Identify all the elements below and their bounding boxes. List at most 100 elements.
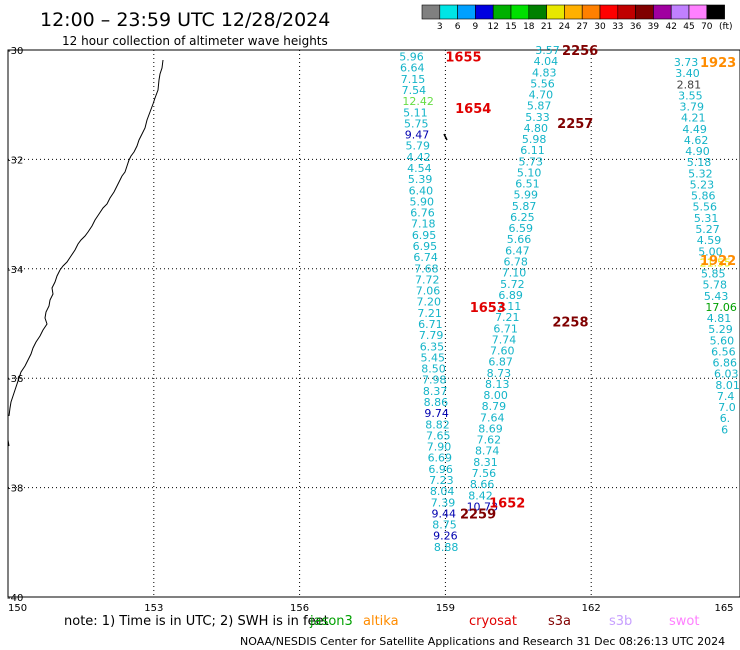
color-scale: 3 6 9 12 15 18 21 24 27 30 33 36 39 42 45 70 (ft)	[421, 4, 733, 32]
colorbar-swatch	[528, 4, 547, 20]
wave-height-value: 5.87	[512, 200, 536, 213]
satellite-s3a: s3a	[548, 614, 571, 629]
wave-height-value: 7.62	[477, 434, 502, 447]
colorbar-swatch	[670, 4, 690, 20]
colorbar-swatch	[617, 4, 636, 20]
wave-height-value: 7.98	[422, 374, 447, 387]
colorbar-label: 24	[559, 22, 571, 32]
lat-label: -38	[7, 484, 23, 495]
wave-height-value: 8.79	[482, 400, 507, 413]
colorbar-swatch	[653, 4, 672, 20]
wave-height-value: 6.95	[413, 240, 438, 253]
coastline	[8, 59, 164, 417]
wave-height-value: 6.59	[508, 222, 533, 235]
colorbar-swatch	[457, 4, 476, 20]
colorbar-label: 9	[473, 22, 479, 32]
wave-height-value: 5.66	[507, 233, 532, 246]
wave-height-value: 4.90	[685, 145, 710, 158]
colorbar-label: 12	[487, 22, 498, 32]
wave-height-value: 6.40	[409, 184, 434, 197]
credit-line: NOAA/NESDIS Center for Satellite Applica…	[240, 635, 725, 648]
wave-height-value: 7.72	[415, 273, 440, 286]
pass-time: 2256	[562, 44, 598, 59]
wave-height-value: 4.59	[697, 234, 722, 247]
wave-height-value: 4.70	[529, 89, 554, 102]
colorbar-label: 6	[455, 22, 461, 32]
wave-height-value: 9.74	[424, 407, 449, 420]
pass-time: 2259	[460, 507, 496, 522]
wave-height-tracks: 5.966.647.157.5412.425.115.759.475.794.4…	[399, 44, 740, 554]
wave-height-value: 5.10	[517, 166, 542, 179]
wave-height-value: 10.73	[467, 500, 499, 513]
wave-height-value: 5.60	[710, 334, 735, 347]
satellite-legend: jason3 altika cryosat s3a s3b swot	[309, 614, 699, 629]
wave-height-value: 6.	[720, 412, 731, 425]
wave-height-value: 6	[721, 423, 728, 436]
wave-height-value: 5.45	[420, 351, 445, 364]
wave-height-value: 7.10	[502, 267, 527, 280]
lon-label: 159	[436, 603, 455, 614]
lat-label: -40	[7, 593, 23, 604]
wave-height-value: 5.79	[406, 140, 431, 153]
wave-height-value: 5.56	[530, 77, 555, 90]
wave-height-value: 3.73	[674, 56, 699, 69]
wave-height-value: 7.15	[401, 73, 426, 86]
wave-height-value: 7.68	[414, 262, 439, 275]
colorbar-label: 39	[648, 22, 660, 32]
colorbar-swatch	[706, 4, 725, 20]
colorbar-label: 70	[701, 22, 713, 32]
wave-height-value: 7.20	[417, 296, 442, 309]
wave-height-value: 8.04	[430, 485, 455, 498]
pass-time: 1923	[700, 56, 736, 71]
colorbar-swatch	[599, 4, 619, 20]
pass-time: 1922	[700, 254, 736, 269]
wave-height-value: 6.71	[418, 318, 443, 331]
wave-height-value: 6.74	[413, 251, 438, 264]
wave-height-value: 8.50	[421, 363, 446, 376]
wave-height-value: 4.62	[684, 134, 709, 147]
colorbar-swatch	[688, 4, 708, 20]
lon-label: 153	[144, 603, 163, 614]
wave-height-value: 8.75	[432, 519, 457, 532]
wave-height-value: 6.76	[410, 207, 435, 220]
wave-height-value: 7.21	[417, 307, 442, 320]
wave-height-value: 5.75	[404, 117, 429, 130]
pass-time: 1653	[470, 301, 506, 316]
wave-height-value: 5.31	[694, 212, 719, 225]
wave-height-value: 8.00	[483, 389, 508, 402]
wave-height-value: 5.78	[702, 279, 727, 292]
wave-height-value: 8.73	[487, 367, 512, 380]
pass-time-labels: 1655 1654 1653 1652 2256 2257 2258 2259 1923 1922	[445, 44, 736, 522]
wave-height-value: 8.88	[434, 541, 459, 554]
colorbar-label: 45	[683, 22, 694, 32]
wave-height-value: 5.11	[403, 106, 428, 119]
map-title: 12:00 – 23:59 UTC 12/28/2024	[40, 9, 330, 31]
wave-height-value: 8.31	[473, 456, 498, 469]
satellite-jason3: jason3	[309, 614, 353, 629]
wave-height-value: 9.44	[432, 507, 457, 520]
satellite-altika: altika	[363, 614, 399, 629]
wave-height-value: 6.47	[505, 244, 530, 257]
wave-height-value: 6.96	[428, 463, 453, 476]
wave-height-value: 6.95	[412, 229, 437, 242]
wave-height-value: 8.13	[485, 378, 510, 391]
wave-height-value: 5.85	[701, 268, 726, 281]
pass-time: 1652	[489, 496, 525, 511]
wave-height-value: 8.01	[715, 379, 740, 392]
wave-height-value: 6.64	[400, 62, 425, 75]
wave-height-value: 4.80	[524, 122, 549, 135]
wave-height-value: 5.23	[690, 178, 715, 191]
wave-height-value: 6.69	[428, 452, 453, 465]
wave-height-value: 6.89	[498, 289, 523, 302]
wave-height-value: 3.79	[680, 101, 705, 114]
lon-label: 165	[714, 603, 733, 614]
wave-height-value: 7.64	[480, 411, 505, 424]
colorbar-label: 30	[594, 22, 606, 32]
colorbar-unit: (ft)	[719, 22, 733, 32]
satellite-s3b: s3b	[609, 614, 632, 629]
wave-height-value: 4.81	[707, 312, 732, 325]
colorbar-swatch	[475, 4, 494, 20]
colorbar-swatch	[564, 4, 583, 20]
wave-height-value: 7.18	[411, 218, 436, 231]
